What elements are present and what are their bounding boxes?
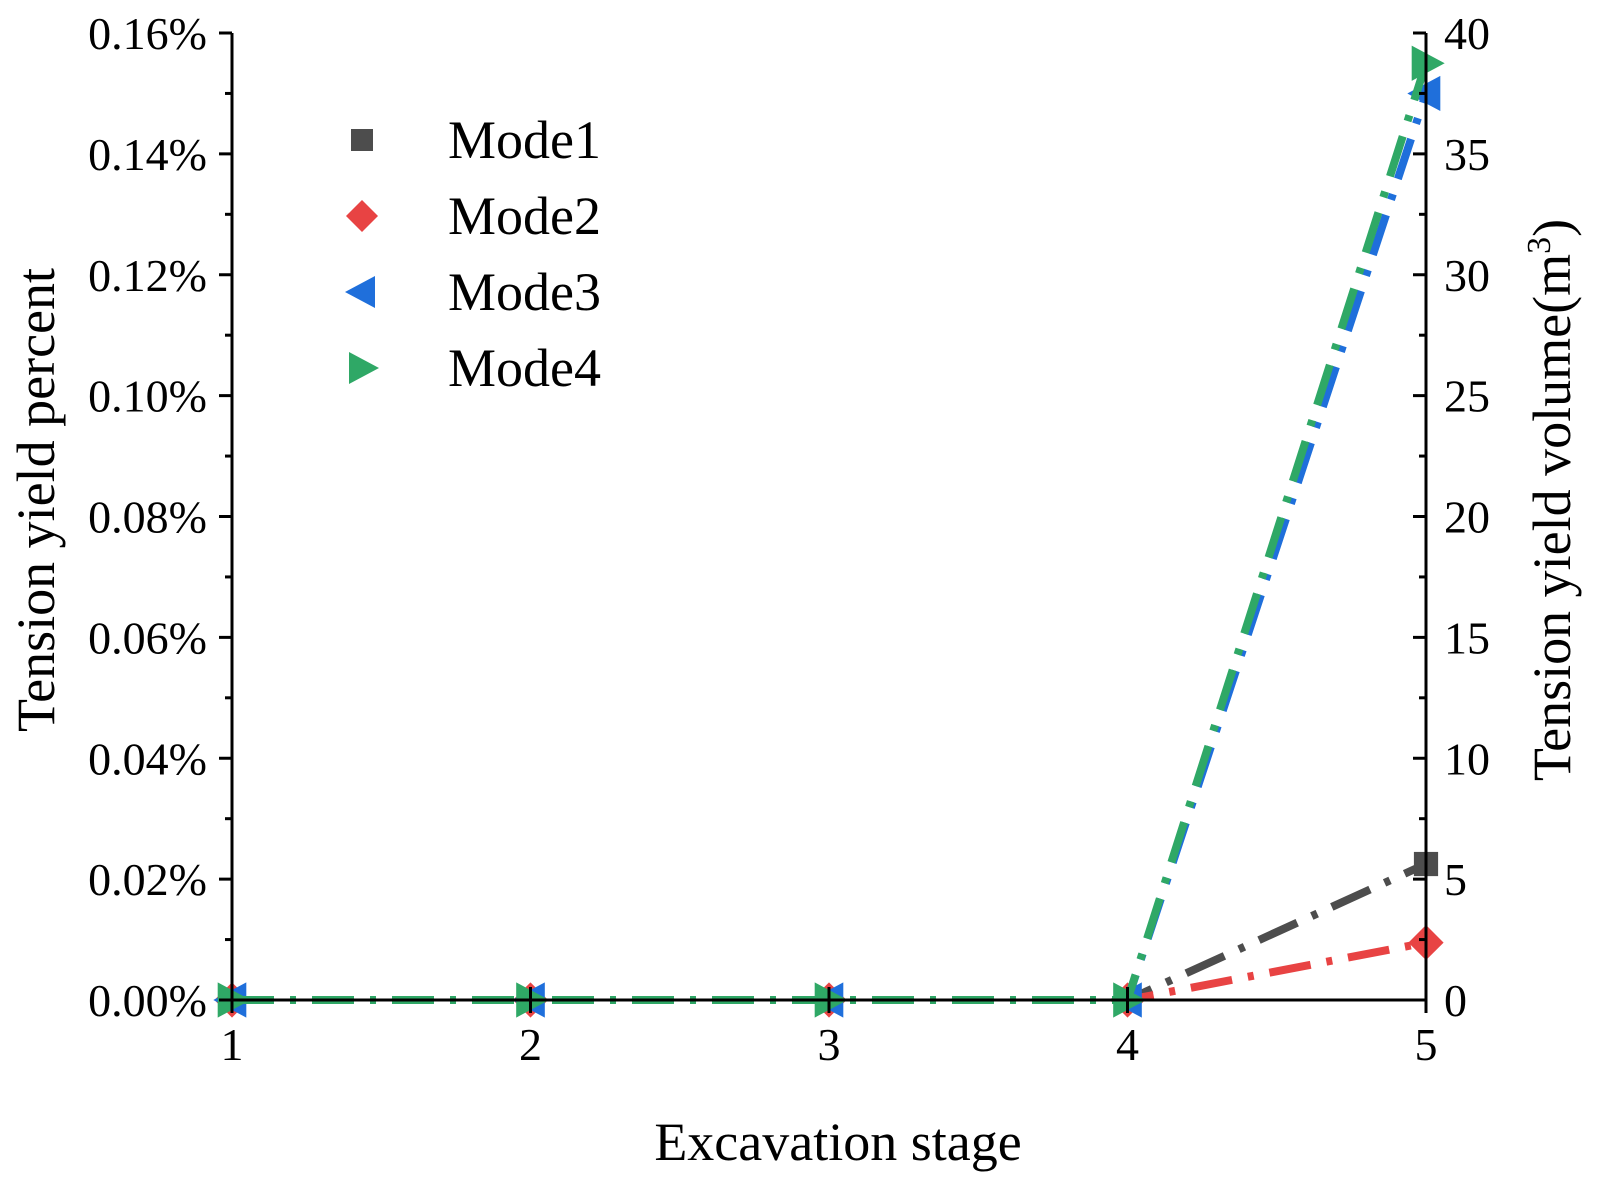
left-y-tick-label: 0.04%	[88, 733, 207, 784]
right-y-tick-label: 15	[1444, 612, 1490, 663]
series-line-mode3	[232, 92, 1430, 1004]
legend-marker-mode4	[349, 352, 379, 384]
right-y-axis-title-close: )	[1522, 219, 1582, 237]
right-y-axis-title-main: Tension yield volume(m	[1522, 254, 1582, 781]
right-y-tick-label: 10	[1444, 733, 1490, 784]
left-y-tick-label: 0.12%	[88, 250, 207, 301]
series-line-mode4	[232, 62, 1430, 1004]
x-tick-label: 4	[1116, 1019, 1139, 1070]
right-y-tick-label: 0	[1444, 975, 1467, 1026]
left-y-tick-label: 0.16%	[88, 8, 207, 59]
x-tick-label: 3	[818, 1019, 841, 1070]
left-y-axis-title: Tension yield percent	[6, 268, 66, 732]
x-tick-label: 2	[519, 1019, 542, 1070]
x-tick-label: 5	[1415, 1019, 1438, 1070]
series-mode3	[213, 75, 1441, 1018]
right-y-tick-label: 40	[1444, 8, 1490, 59]
x-tick-label: 1	[221, 1019, 244, 1070]
legend-marker-mode1	[351, 129, 373, 151]
right-y-tick-label: 20	[1444, 492, 1490, 543]
legend-label-mode2: Mode2	[448, 186, 601, 246]
left-y-tick-label: 0.10%	[88, 371, 207, 422]
legend-item-mode1: Mode1	[351, 110, 601, 170]
legend: Mode1 Mode2 Mode3 Mode4	[345, 110, 601, 398]
ticks-layer: 0.00% 00.02% 50.04% 100.06% 150.08% 200.10% 25…	[88, 8, 1490, 1070]
legend-item-mode2: Mode2	[346, 186, 601, 246]
legend-item-mode4: Mode4	[349, 338, 601, 398]
legend-marker-mode3	[345, 276, 375, 308]
legend-label-mode3: Mode3	[448, 262, 601, 322]
right-y-tick-label: 35	[1444, 129, 1490, 180]
left-y-tick-label: 0.08%	[88, 492, 207, 543]
right-y-axis-title: Tension yield volume(m3)	[1521, 219, 1582, 781]
right-y-tick-label: 25	[1444, 371, 1490, 422]
right-y-tick-label: 30	[1444, 250, 1490, 301]
axes-layer	[230, 33, 1428, 1002]
data-point-mode4	[1411, 45, 1445, 81]
left-y-tick-label: 0.06%	[88, 612, 207, 663]
left-y-tick-label: 0.02%	[88, 854, 207, 905]
left-y-tick-label: 0.00%	[88, 975, 207, 1026]
legend-label-mode4: Mode4	[448, 338, 601, 398]
right-y-axis-title-sup: 3	[1521, 237, 1558, 254]
series-line-mode1	[232, 860, 1428, 1004]
right-y-tick-label: 5	[1444, 854, 1467, 905]
series-mode4	[217, 45, 1445, 1018]
legend-marker-mode2	[346, 200, 378, 232]
x-axis-title: Excavation stage	[654, 1112, 1021, 1172]
legend-label-mode1: Mode1	[448, 110, 601, 170]
series-layer	[213, 45, 1445, 1018]
legend-item-mode3: Mode3	[345, 262, 601, 322]
left-y-tick-label: 0.14%	[88, 129, 207, 180]
